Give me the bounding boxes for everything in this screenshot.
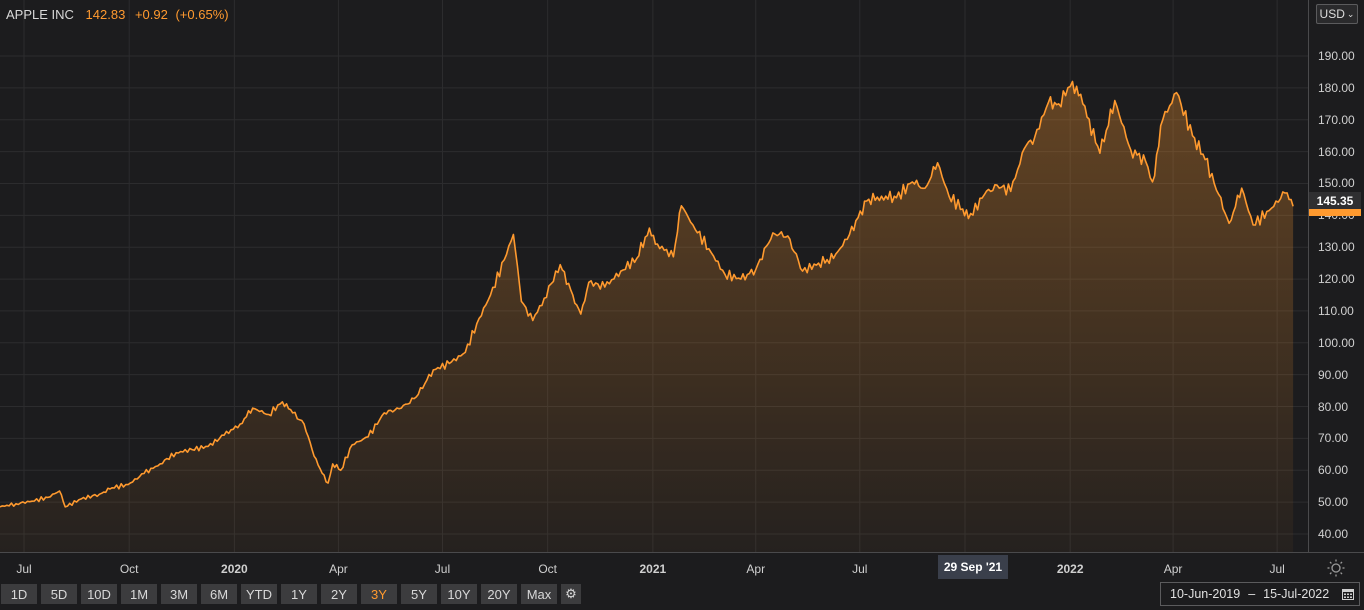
price-chart-svg[interactable] [0,0,1308,552]
range-button-3y[interactable]: 3Y [360,583,398,605]
range-button-1m[interactable]: 1M [120,583,158,605]
range-button-10y[interactable]: 10Y [440,583,478,605]
current-price-marker: 145.35 [1309,192,1361,209]
price-change: +0.92 [134,7,168,22]
x-tick-label: 2022 [1056,562,1084,576]
x-tick-label: Oct [119,562,139,576]
range-button-5d[interactable]: 5D [40,583,78,605]
date-range-picker[interactable]: 10-Jun-2019 – 15-Jul-2022 [1160,582,1360,606]
chevron-down-icon: ⌄ [1346,8,1355,19]
y-tick-label: 110.00 [1318,303,1354,318]
x-tick-label: Apr [329,562,348,576]
y-tick-label: 180.00 [1318,80,1355,95]
x-tick-label: Jul [16,562,32,576]
date-separator: – [1248,587,1256,601]
chart-header: APPLE INC 142.83 +0.92 (+0.65%) [6,7,229,22]
price-axis[interactable] [1308,0,1364,552]
x-tick-label: Jul [852,562,868,576]
range-button-20y[interactable]: 20Y [480,583,518,605]
crosshair-date-label: 29 Sep '21 [938,555,1008,579]
y-tick-label: 150.00 [1318,176,1355,191]
y-tick-label: 100.00 [1318,335,1355,350]
y-tick-label: 160.00 [1318,144,1355,159]
y-tick-label: 70.00 [1318,431,1349,446]
x-tick-label: Apr [746,562,766,576]
range-button-1d[interactable]: 1D [0,583,38,605]
series-line [0,80,1294,508]
y-tick-label: 120.00 [1318,272,1355,287]
date-to: 15-Jul-2022 [1263,587,1330,601]
last-price: 142.83 [85,7,126,22]
calendar-icon[interactable] [1342,588,1354,600]
price-change-percent: (+0.65%) [175,7,229,22]
y-tick-label: 80.00 [1318,399,1349,414]
range-button-6m[interactable]: 6M [200,583,238,605]
x-tick-label: Oct [538,562,557,576]
range-button-5y[interactable]: 5Y [400,583,438,605]
currency-label: USD [1319,7,1345,21]
y-tick-label: 50.00 [1318,495,1349,510]
range-button-1y[interactable]: 1Y [280,583,318,605]
y-tick-label: 60.00 [1318,463,1349,478]
range-button-3m[interactable]: 3M [160,583,198,605]
time-axis[interactable] [0,552,1364,581]
y-tick-label: 170.00 [1318,112,1355,127]
x-tick-label: 2021 [639,562,667,576]
y-tick-label: 90.00 [1318,367,1349,382]
range-button-max[interactable]: Max [520,583,558,605]
last-price-marker [1309,209,1361,216]
x-tick-label: Apr [1163,562,1183,576]
x-tick-label: Jul [434,562,451,576]
range-button-2y[interactable]: 2Y [320,583,358,605]
range-button-10d[interactable]: 10D [80,583,118,605]
series-area [0,81,1294,552]
price-chart[interactable] [0,0,1308,552]
date-from: 10-Jun-2019 [1170,587,1241,601]
y-tick-label: 40.00 [1318,527,1349,541]
instrument-name: APPLE INC [6,7,74,22]
range-toolbar: 1D 5D 10D 1M 3M 6M YTD 1Y 2Y 3Y 5Y 10Y 20Y Max ⚙ [0,583,582,607]
theme-toggle-icon[interactable] [1326,558,1346,578]
x-tick-label: 2020 [221,562,248,576]
settings-gear-icon[interactable]: ⚙ [560,583,582,605]
x-tick-label: Jul [1269,562,1285,576]
y-tick-label: 130.00 [1318,240,1355,255]
y-tick-label: 190.00 [1318,49,1355,63]
range-button-ytd[interactable]: YTD [240,583,278,605]
currency-dropdown[interactable]: USD ⌄ [1316,4,1358,24]
